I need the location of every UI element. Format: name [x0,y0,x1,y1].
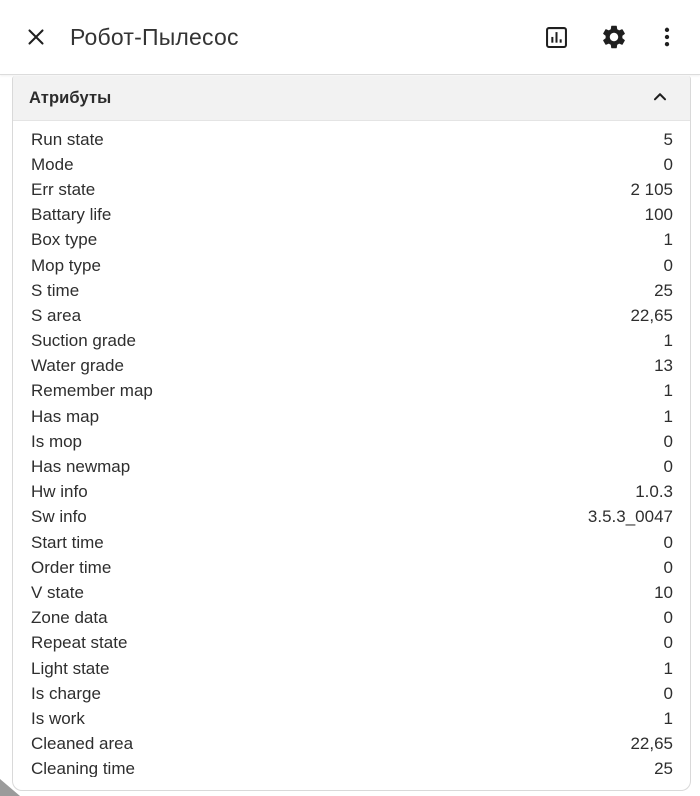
attribute-label: Mode [31,154,74,174]
attribute-value: 1 [663,381,673,401]
attribute-value: 0 [663,457,673,477]
attribute-label: Err state [31,179,96,199]
attribute-row: Suction grade 1 [13,329,690,354]
attribute-row: Water grade 13 [13,354,690,379]
app-bar: Робот-Пылесос [0,0,700,75]
attribute-label: S area [31,305,82,325]
attribute-row: V state 10 [13,580,690,605]
attribute-value: 0 [663,532,673,552]
attribute-row: Mode 0 [13,152,690,177]
attribute-value: 1 [663,230,673,250]
attributes-panel: Атрибуты Run state 5 Mode 0 Err state 2 105 Ba… [12,76,691,791]
attribute-value: 25 [654,280,673,300]
attributes-section-header[interactable]: Атрибуты [13,76,690,121]
attribute-label: Is work [31,708,85,728]
attribute-value: 1 [663,708,673,728]
collapse-button[interactable] [646,84,674,112]
attribute-value: 0 [663,683,673,703]
attribute-label: V state [31,582,84,602]
attribute-value: 0 [663,633,673,653]
attribute-row: Mop type 0 [13,253,690,278]
chart-button[interactable] [534,15,578,59]
chevron-up-icon [649,86,671,111]
attribute-row: Cleaning time 25 [13,757,690,777]
attribute-label: Suction grade [31,331,136,351]
attribute-label: Run state [31,129,104,149]
more-menu-button[interactable] [650,15,684,59]
attribute-value: 22,65 [630,305,673,325]
attribute-row: Box type 1 [13,228,690,253]
attribute-label: Light state [31,658,110,678]
attribute-label: Cleaning time [31,759,135,777]
settings-button[interactable] [592,15,636,59]
close-icon [23,24,49,50]
attribute-label: Mop type [31,255,101,275]
attribute-label: Battary life [31,205,112,225]
attribute-label: Remember map [31,381,153,401]
attribute-value: 25 [654,759,673,777]
attribute-row: Has map 1 [13,404,690,429]
attribute-value: 100 [644,205,673,225]
attribute-value: 22,65 [630,734,673,754]
attribute-row: Hw info 1.0.3 [13,480,690,505]
page-title: Робот-Пылесос [70,23,239,50]
background-corner-artifact [0,779,20,796]
attribute-label: Box type [31,230,98,250]
gear-icon [600,23,628,51]
attribute-value: 3.5.3_0047 [587,507,673,527]
attribute-label: Hw info [31,482,88,502]
attribute-value: 10 [654,582,673,602]
attribute-value: 1.0.3 [635,482,673,502]
attribute-label: Water grade [31,356,124,376]
attribute-label: S time [31,280,80,300]
attribute-label: Start time [31,532,104,552]
attribute-label: Has map [31,406,100,426]
attribute-value: 13 [654,356,673,376]
attribute-label: Repeat state [31,633,128,653]
attribute-row: S area 22,65 [13,303,690,328]
attribute-row: Err state 2 105 [13,177,690,202]
attribute-row: Light state 1 [13,656,690,681]
attribute-label: Order time [31,557,112,577]
attribute-row: Cleaned area 22,65 [13,732,690,757]
attribute-row: S time 25 [13,278,690,303]
attribute-row: Sw info 3.5.3_0047 [13,505,690,530]
attribute-row: Is mop 0 [13,429,690,454]
app-bar-actions [534,15,684,59]
attribute-value: 2 105 [630,179,673,199]
attribute-label: Sw info [31,507,87,527]
attribute-row: Is charge 0 [13,681,690,706]
attribute-value: 0 [663,608,673,628]
bar-chart-icon [543,24,570,51]
attribute-label: Cleaned area [31,734,134,754]
attribute-value: 1 [663,331,673,351]
attribute-row: Remember map 1 [13,379,690,404]
attribute-label: Is mop [31,431,83,451]
attributes-section-title: Атрибуты [29,88,112,107]
attribute-label: Is charge [31,683,101,703]
attribute-label: Has newmap [31,457,131,477]
attribute-row: Start time 0 [13,530,690,555]
attribute-value: 0 [663,431,673,451]
attribute-row: Has newmap 0 [13,454,690,479]
more-vert-icon [654,24,680,50]
attribute-row: Zone data 0 [13,606,690,631]
attributes-list[interactable]: Run state 5 Mode 0 Err state 2 105 Battary lif… [13,121,690,777]
attribute-row: Is work 1 [13,706,690,731]
attribute-value: 0 [663,557,673,577]
attribute-value: 5 [663,129,673,149]
attribute-value: 1 [663,406,673,426]
attribute-value: 1 [663,658,673,678]
attribute-row: Run state 5 [13,127,690,152]
attribute-value: 0 [663,154,673,174]
attribute-row: Repeat state 0 [13,631,690,656]
attribute-row: Battary life 100 [13,203,690,228]
attribute-value: 0 [663,255,673,275]
close-button[interactable] [14,15,58,59]
attribute-label: Zone data [31,608,108,628]
attribute-row: Order time 0 [13,555,690,580]
